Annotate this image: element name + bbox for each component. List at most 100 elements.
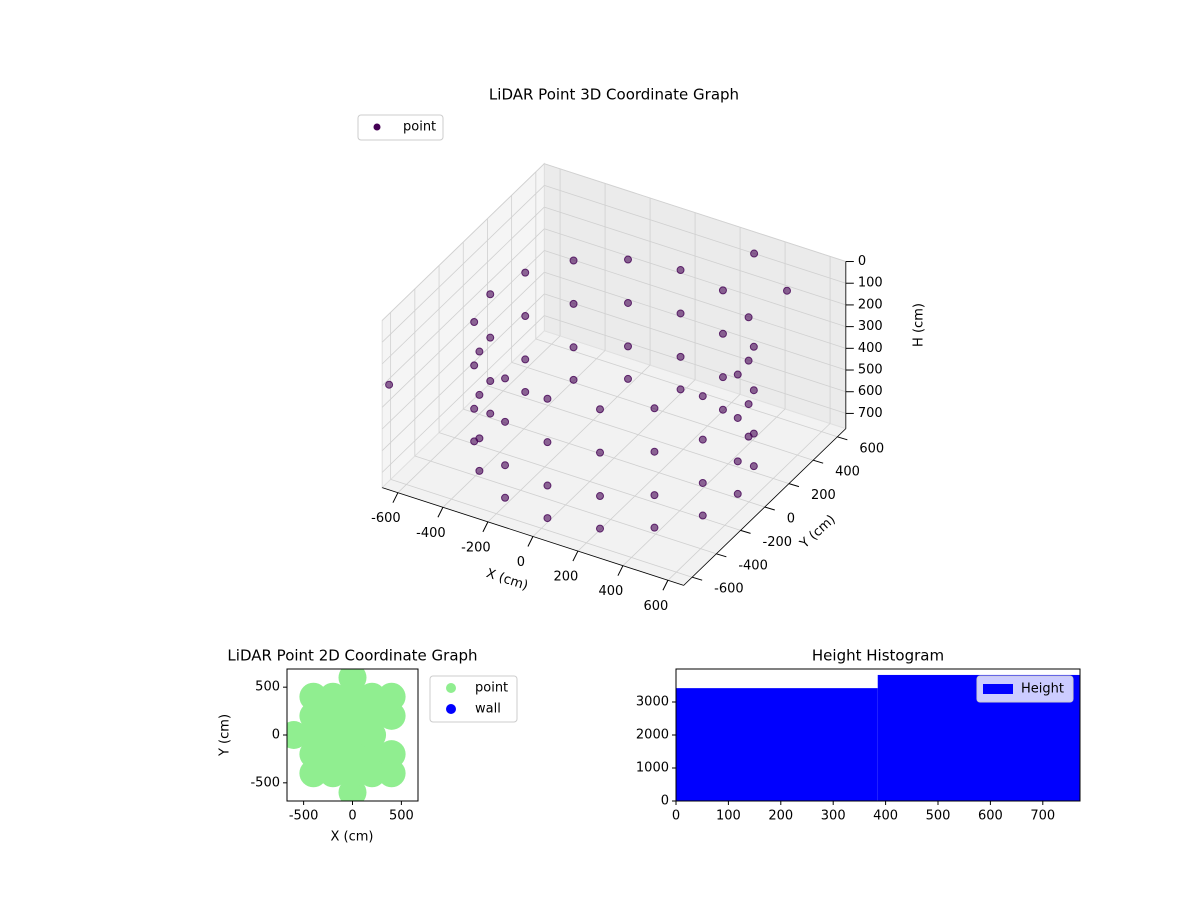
x-tick-label: 600 (644, 599, 669, 614)
point (744, 400, 753, 409)
point (338, 721, 367, 749)
point (650, 404, 659, 413)
y-tick (837, 436, 848, 441)
grid-line (381, 315, 545, 473)
point (338, 682, 367, 711)
point (475, 347, 484, 356)
grid-line (535, 338, 838, 438)
point (676, 352, 685, 361)
point (338, 701, 367, 730)
point (486, 290, 495, 299)
y-tick (692, 576, 703, 581)
point (749, 386, 758, 395)
point (338, 740, 367, 769)
point (486, 333, 495, 342)
point (318, 721, 347, 749)
point (318, 759, 347, 788)
x-tick-label: 500 (926, 809, 951, 824)
point (521, 355, 530, 364)
y-tick-label: -600 (714, 582, 744, 597)
z-tick-label: 300 (858, 319, 883, 334)
grid-line (381, 206, 545, 365)
point (318, 682, 347, 711)
grid-line (544, 228, 846, 328)
point (470, 318, 479, 327)
y-tick-label: 400 (835, 465, 860, 480)
point (470, 361, 479, 370)
x-tick-label: 700 (1030, 809, 1055, 824)
z-tick-label: 700 (858, 406, 883, 421)
y-tick-label: 0 (787, 512, 795, 527)
point (569, 343, 578, 352)
grid-line (544, 163, 846, 262)
x-tick-label: 0 (517, 555, 525, 570)
point (749, 462, 758, 471)
point (783, 286, 791, 295)
grid-line (381, 250, 545, 408)
legend-label: Height (1021, 682, 1064, 697)
x-tick-label: 600 (978, 809, 1003, 824)
point (299, 682, 328, 711)
point (521, 268, 530, 277)
point (698, 435, 707, 444)
point (733, 413, 742, 422)
y-tick-label: 2000 (636, 728, 669, 743)
point (358, 682, 387, 711)
grid-line (463, 408, 765, 508)
point (698, 478, 707, 487)
point (676, 309, 685, 318)
x-tick-label: 300 (821, 809, 846, 824)
point (623, 255, 632, 264)
point (299, 759, 328, 788)
chart-title: Height Histogram (812, 647, 944, 665)
point (299, 740, 328, 769)
point (470, 437, 479, 446)
legend-swatch (983, 684, 1013, 694)
point (569, 375, 578, 384)
point (521, 312, 530, 321)
legend-box (976, 675, 1074, 703)
y-tick (740, 529, 751, 534)
grid-line (414, 455, 717, 555)
legend-marker (446, 704, 456, 714)
z-tick-label: 200 (858, 297, 883, 312)
axis-line (382, 487, 684, 586)
legend-marker (373, 123, 381, 131)
x-tick (662, 580, 669, 591)
point (543, 514, 552, 523)
point (358, 721, 387, 749)
x-tick (572, 550, 579, 562)
point (543, 481, 552, 490)
grid-line (381, 271, 545, 430)
z-tick-label: 400 (858, 341, 883, 356)
y-tick (716, 553, 727, 558)
y-tick-label: 0 (661, 794, 669, 809)
point (749, 342, 758, 351)
chart-title: LiDAR Point 3D Coordinate Graph (489, 86, 739, 104)
point (475, 390, 484, 399)
grid-line (381, 228, 545, 386)
bar (676, 688, 878, 801)
z-tick-label: 600 (858, 384, 883, 399)
point (698, 511, 707, 520)
point (596, 405, 605, 414)
point (718, 405, 727, 414)
legend-label: point (475, 681, 508, 696)
point (299, 721, 328, 749)
grid-line (544, 185, 846, 284)
grid-line (381, 163, 545, 321)
point (750, 249, 759, 258)
grid-line (381, 293, 545, 451)
point (521, 387, 530, 396)
point (338, 759, 367, 788)
grid-line (544, 250, 846, 349)
legend-label: wall (475, 702, 501, 717)
y-tick-label: 0 (272, 728, 280, 743)
x-tick (482, 521, 489, 533)
point (501, 493, 510, 502)
y-tick-label: 200 (811, 488, 836, 503)
grid-line (544, 293, 846, 393)
point (650, 447, 659, 456)
point (569, 299, 578, 308)
